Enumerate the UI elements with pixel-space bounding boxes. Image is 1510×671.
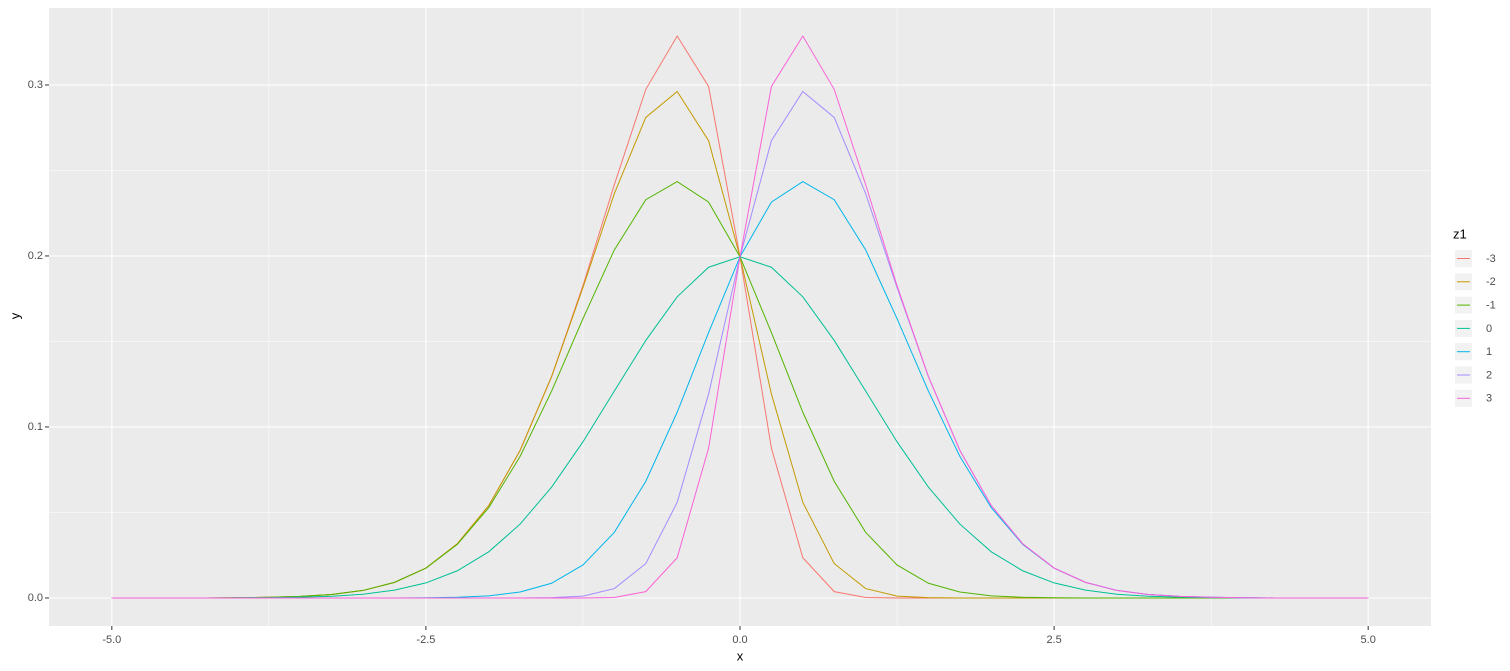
y-tick-label: 0.1 (28, 421, 43, 433)
legend-label: -3 (1486, 253, 1496, 265)
legend-label: -1 (1486, 300, 1496, 312)
y-tick-label: 0.3 (28, 79, 43, 91)
y-axis-label: y (7, 312, 22, 319)
x-tick-label: 5.0 (1361, 634, 1376, 646)
legend-label: 0 (1486, 323, 1492, 335)
legend-label: -2 (1486, 276, 1496, 288)
y-tick-label: 0.0 (28, 592, 43, 604)
x-tick-label: 0.0 (732, 634, 747, 646)
legend-title: z1 (1453, 226, 1467, 241)
legend-label: 3 (1486, 393, 1492, 405)
x-tick-label: 2.5 (1046, 634, 1061, 646)
x-axis-label: x (737, 648, 744, 663)
y-tick-label: 0.2 (28, 250, 43, 262)
x-tick-label: -5.0 (102, 634, 121, 646)
legend-label: 1 (1486, 346, 1492, 358)
line (111, 35, 1369, 599)
legend-label: 2 (1486, 369, 1492, 381)
x-tick-label: -2.5 (416, 634, 435, 646)
